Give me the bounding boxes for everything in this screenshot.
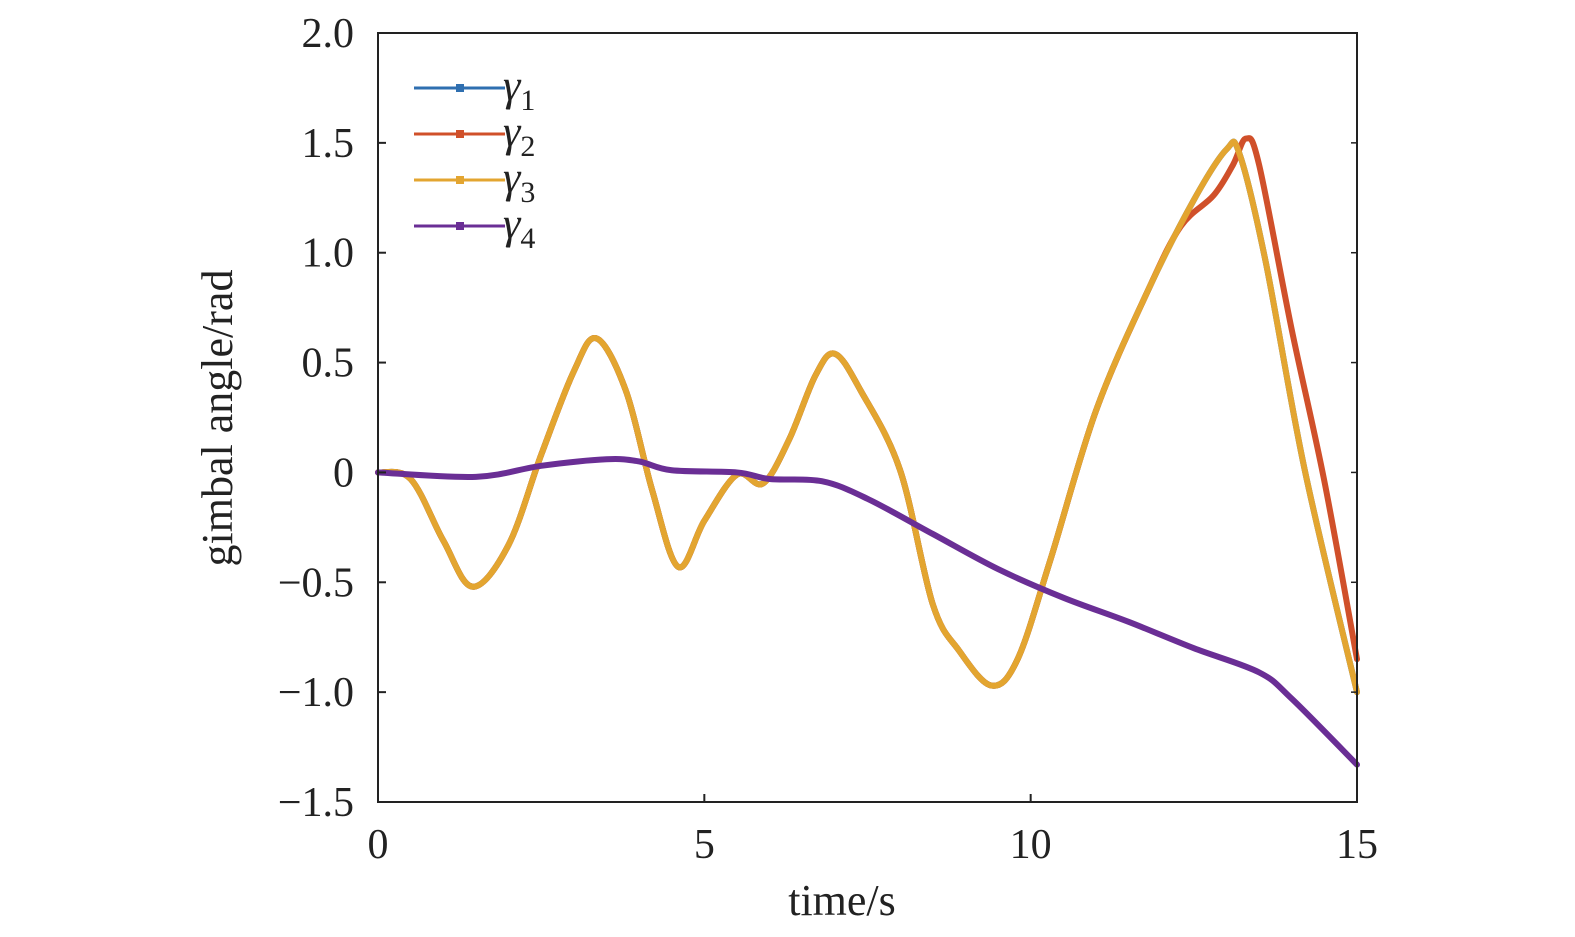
x-tick-label: 5 (694, 822, 715, 868)
y-tick-label: 0.5 (302, 341, 355, 387)
x-axis-label: time/s (788, 876, 896, 925)
y-tick-label: −1.0 (278, 670, 354, 716)
legend-label: γ2 (503, 107, 535, 163)
series-layer (375, 135, 1360, 768)
legend-marker (456, 222, 464, 230)
x-tick-label: 15 (1336, 822, 1378, 868)
y-tick-label: −0.5 (278, 560, 354, 606)
y-tick-label: 0 (333, 450, 354, 496)
legend-label: γ3 (503, 153, 535, 209)
legend-item-gamma-3: γ3 (414, 153, 535, 209)
legend-label: γ1 (503, 61, 535, 117)
legend-item-gamma-2: γ2 (414, 107, 535, 163)
y-tick-label: −1.5 (278, 780, 354, 826)
y-tick-label: 1.5 (302, 121, 355, 167)
x-tick-label: 10 (1010, 822, 1052, 868)
series-line-gamma-3 (375, 138, 1360, 696)
legend-marker (456, 84, 464, 92)
legend-item-gamma-1: γ1 (414, 61, 535, 117)
ticks-layer: 0 5 10 15 2.0 1.5 1.0 0.5 0 −0.5 −1.0 −1.5 (278, 11, 1378, 868)
plot-frame (377, 32, 1358, 803)
y-tick-label: 1.0 (302, 231, 355, 277)
legend-label: γ4 (503, 199, 535, 255)
legend-item-gamma-4: γ4 (414, 199, 535, 255)
x-tick-label: 0 (368, 822, 389, 868)
y-tick-label: 2.0 (302, 11, 355, 57)
series-line-gamma-4 (375, 456, 1360, 768)
legend-marker (456, 130, 464, 138)
y-axis-label: gimbal angle/rad (193, 270, 242, 567)
legend-marker (456, 176, 464, 184)
series-line-gamma-2 (375, 135, 1360, 689)
